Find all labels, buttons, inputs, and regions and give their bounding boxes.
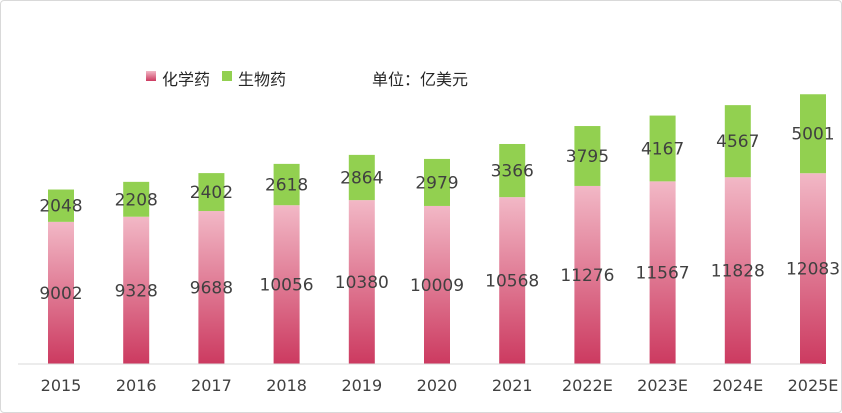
- data-label-chem-2017: 9688: [190, 279, 233, 299]
- data-label-bio-2020: 2979: [415, 173, 458, 193]
- data-label-bio-2018: 2618: [265, 176, 308, 196]
- x-tick-2023E: 2023E: [637, 376, 688, 395]
- bar-chem-2015: [48, 221, 74, 364]
- data-label-bio-2015: 2048: [39, 197, 82, 217]
- data-label-chem-2021: 10568: [485, 272, 539, 292]
- x-tick-2017: 2017: [191, 376, 232, 395]
- bar-chem-2020: [424, 205, 450, 364]
- data-label-bio-2025E: 5001: [791, 125, 834, 145]
- data-label-bio-2024E: 4567: [716, 132, 759, 152]
- data-label-bio-2023E: 4167: [641, 139, 684, 159]
- bar-chem-2019: [348, 200, 375, 364]
- bar-bio-2019: [348, 154, 375, 201]
- bar-bio-2024E: [724, 105, 751, 178]
- data-label-chem-2016: 9328: [115, 281, 158, 301]
- data-label-bio-2022E: 3795: [566, 147, 609, 167]
- bar-bio-2020: [424, 158, 450, 206]
- data-label-chem-2020: 10009: [410, 276, 464, 296]
- x-tick-2019: 2019: [341, 376, 382, 395]
- bar-chem-2016: [123, 216, 150, 364]
- x-tick-2016: 2016: [116, 376, 157, 395]
- data-label-bio-2016: 2208: [115, 190, 158, 210]
- data-label-chem-2023E: 11567: [636, 264, 690, 284]
- bar-chem-2024E: [724, 177, 751, 364]
- x-tick-2025E: 2025E: [788, 376, 839, 395]
- legend: 化学药 生物药: [146, 70, 286, 89]
- data-label-bio-2017: 2402: [190, 183, 233, 203]
- data-label-chem-2025E: 12083: [786, 260, 840, 280]
- x-tick-2022E: 2022E: [562, 376, 613, 395]
- bar-bio-2018: [273, 163, 300, 206]
- bar-chem-2023E: [649, 181, 676, 364]
- data-label-chem-2018: 10056: [260, 276, 314, 296]
- data-label-chem-2022E: 11276: [560, 266, 614, 286]
- legend-label-chem: 化学药: [162, 70, 210, 89]
- bar-chem-2025E: [800, 173, 826, 364]
- x-tick-2018: 2018: [266, 376, 307, 395]
- x-tick-2024E: 2024E: [712, 376, 763, 395]
- x-tick-2021: 2021: [492, 376, 533, 395]
- bar-bio-2017: [198, 173, 225, 212]
- x-tick-2015: 2015: [41, 376, 82, 395]
- data-label-chem-2019: 10380: [335, 273, 389, 293]
- bar-chem-2018: [273, 205, 300, 364]
- bar-bio-2023E: [649, 115, 676, 182]
- bar-bio-2015: [48, 189, 74, 222]
- bar-chem-2022E: [574, 185, 601, 364]
- data-label-chem-2015: 9002: [39, 284, 82, 304]
- legend-swatch-chem: [146, 71, 156, 81]
- bar-bio-2016: [123, 181, 150, 217]
- legend-swatch-bio: [222, 71, 232, 81]
- data-label-bio-2021: 3366: [491, 162, 534, 182]
- bar-bio-2025E: [800, 94, 826, 174]
- bar-chem-2017: [198, 211, 225, 364]
- bar-chem-2021: [499, 197, 526, 364]
- unit-note: 单位：亿美元: [372, 70, 468, 89]
- data-label-chem-2024E: 11828: [711, 262, 765, 282]
- bars-group: 9002 2048 9328 2208 9688 2402 10056 2618 10380 28…: [39, 94, 840, 364]
- x-tick-labels: 2015 2016 2017 2018 2019 2020 2021 2022E 2023E 20…: [41, 376, 839, 395]
- data-label-bio-2019: 2864: [340, 168, 383, 188]
- bar-bio-2021: [499, 143, 526, 198]
- legend-label-bio: 生物药: [238, 70, 286, 89]
- bar-bio-2022E: [574, 126, 601, 186]
- x-tick-2020: 2020: [417, 376, 458, 395]
